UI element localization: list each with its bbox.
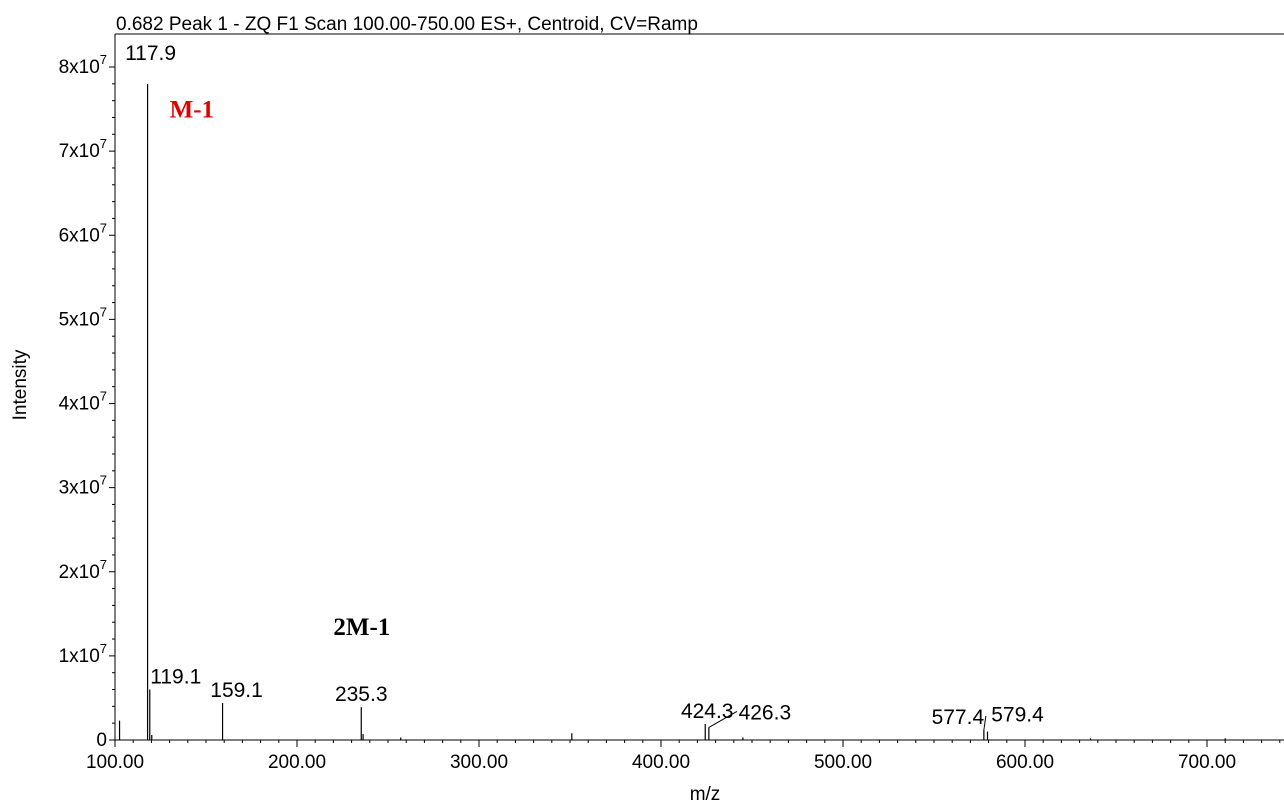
peak-label-leader xyxy=(983,715,987,730)
y-axis-title: Intensity xyxy=(10,349,31,420)
x-axis-title: m/z xyxy=(690,784,721,803)
peak-label: 119.1 xyxy=(150,666,201,689)
y-tick-label: 6x107 xyxy=(59,220,107,246)
annotation-label: 2M-1 xyxy=(333,614,390,641)
peak-label: 426.3 xyxy=(739,701,792,724)
peak-label: 577.4 xyxy=(932,706,985,729)
x-tick-label: 400.00 xyxy=(632,752,690,773)
y-tick-label: 0 xyxy=(96,730,107,751)
annotation-label: M-1 xyxy=(170,96,214,123)
peak-label: 117.9 xyxy=(125,42,176,65)
peak-labels: 117.9 119.1 159.1 235.3 424.3 426.3 577.4 579.4 xyxy=(125,42,1044,730)
x-tick-label: 200.00 xyxy=(268,752,326,773)
x-tick-label: 600.00 xyxy=(996,752,1054,773)
x-axis: 100.00 200.00 300.00 400.00 500.00 600.00 700.… xyxy=(86,740,1281,773)
peak-label: 235.3 xyxy=(335,683,388,706)
x-tick-label: 300.00 xyxy=(450,752,508,773)
y-tick-label: 2x107 xyxy=(59,557,107,583)
peak-label: 579.4 xyxy=(991,704,1044,727)
y-axis: 0 1x107 2x107 3x107 4x107 5x107 6x107 7x107 8x10… xyxy=(59,52,115,751)
y-tick-label: 7x107 xyxy=(59,136,107,162)
peak-label-leader xyxy=(708,710,738,728)
x-tick-label: 700.00 xyxy=(1178,752,1236,773)
y-tick-label: 5x107 xyxy=(59,304,107,330)
x-tick-label: 500.00 xyxy=(814,752,872,773)
chart-title: 0.682 Peak 1 - ZQ F1 Scan 100.00-750.00 … xyxy=(116,14,698,35)
y-tick-label: 3x107 xyxy=(59,473,107,499)
y-tick-label: 8x107 xyxy=(59,52,107,78)
x-tick-label: 100.00 xyxy=(86,752,144,773)
annotations: M-1 2M-1 xyxy=(170,96,391,640)
peak-label: 424.3 xyxy=(681,700,734,723)
y-tick-label: 1x107 xyxy=(59,641,107,667)
peak-label: 159.1 xyxy=(210,679,263,702)
peak-series xyxy=(118,83,1226,740)
y-tick-label: 4x107 xyxy=(59,389,107,415)
